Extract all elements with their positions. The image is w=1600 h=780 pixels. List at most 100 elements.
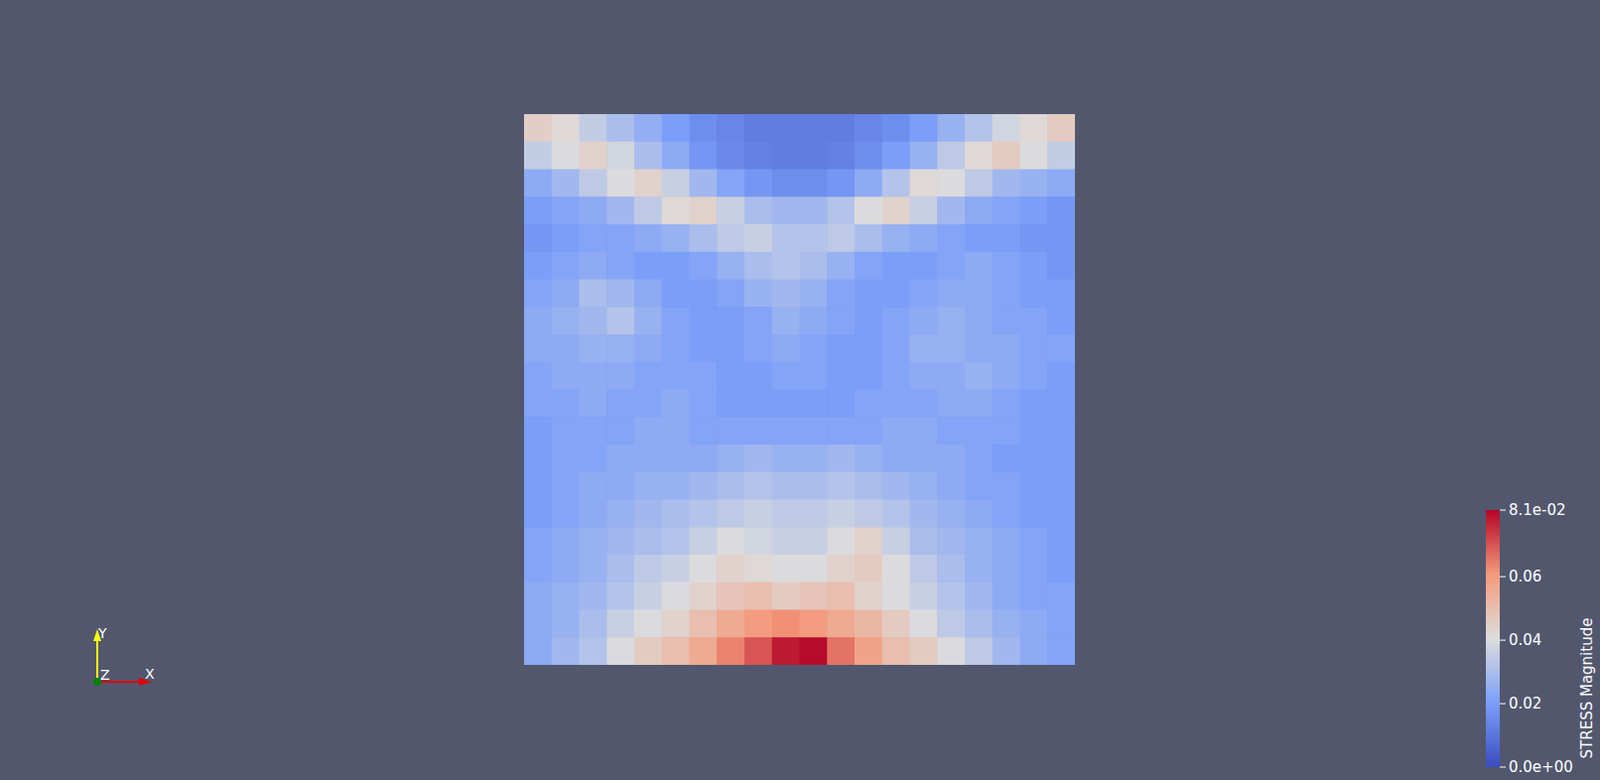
cell: [800, 554, 828, 583]
cell: [936, 472, 965, 501]
cell: [854, 224, 883, 253]
colorbar: [1485, 510, 1500, 768]
cell: [992, 582, 1021, 611]
cell: [1047, 196, 1075, 225]
cell: [910, 416, 938, 445]
cell: [772, 252, 800, 280]
cell: [800, 334, 828, 363]
cell: [854, 252, 883, 280]
cell: [992, 169, 1021, 198]
cell: [1020, 444, 1049, 473]
cell: [1047, 472, 1075, 501]
cell: [882, 444, 911, 473]
cell: [662, 196, 690, 225]
cell: [606, 334, 635, 363]
cell: [854, 444, 883, 473]
cell: [716, 196, 745, 225]
cell: [1047, 141, 1075, 170]
cell: [524, 114, 552, 142]
cell: [716, 527, 745, 555]
cell: [772, 169, 800, 198]
cell: [1047, 362, 1075, 391]
cell: [716, 416, 745, 445]
cell: [800, 362, 828, 391]
cell: [579, 610, 608, 639]
cell: [606, 554, 635, 583]
cell: [826, 279, 855, 308]
cell: [826, 416, 855, 445]
cell: [634, 527, 663, 555]
cell: [579, 444, 608, 473]
cell: [551, 500, 580, 529]
cell: [1047, 306, 1075, 335]
cell: [910, 444, 938, 473]
cell: [1047, 416, 1075, 445]
cell: [1020, 169, 1049, 198]
colorbar-tick-label: 8.1e-02: [1508, 501, 1567, 520]
cell: [606, 416, 635, 445]
cell: [964, 472, 993, 501]
cell: [606, 362, 635, 391]
cell: [634, 279, 663, 308]
cell: [606, 527, 635, 555]
cell: [772, 527, 800, 555]
cell: [826, 610, 855, 639]
cell: [744, 416, 773, 445]
cell: [716, 610, 745, 639]
cell: [1020, 527, 1049, 555]
cell: [936, 527, 965, 555]
cell: [936, 554, 965, 583]
cell: [826, 334, 855, 363]
cell: [1020, 416, 1049, 445]
cell: [882, 334, 911, 363]
cell: [936, 390, 965, 418]
cell: [662, 306, 690, 335]
cell: [524, 610, 552, 639]
cell: [662, 527, 690, 555]
cell: [634, 637, 663, 666]
cell: [936, 252, 965, 280]
cell: [662, 362, 690, 391]
cell: [716, 554, 745, 583]
cell: [772, 141, 800, 170]
cell: [689, 390, 718, 418]
cell: [1020, 114, 1049, 142]
cell: [772, 306, 800, 335]
cell: [882, 637, 911, 666]
cell: [551, 224, 580, 253]
field: [524, 114, 1075, 666]
cell: [882, 610, 911, 639]
cell: [1047, 390, 1075, 418]
cell: [936, 500, 965, 529]
cell: [992, 362, 1021, 391]
cell: [662, 444, 690, 473]
cell: [992, 444, 1021, 473]
cell: [964, 444, 993, 473]
cell: [551, 637, 580, 666]
cell: [689, 252, 718, 280]
cell: [964, 141, 993, 170]
colorbar-tick: [1499, 576, 1506, 578]
cell: [551, 169, 580, 198]
cell: [964, 114, 993, 142]
cell: [524, 196, 552, 225]
cell: [634, 390, 663, 418]
cell: [800, 141, 828, 170]
cell: [579, 279, 608, 308]
cell: [910, 390, 938, 418]
cell: [744, 390, 773, 418]
cell: [551, 252, 580, 280]
cell: [579, 500, 608, 529]
cell: [716, 306, 745, 335]
cell: [1020, 252, 1049, 280]
colorbar-tick-label: 0.0e+00: [1508, 758, 1574, 777]
cell: [992, 224, 1021, 253]
cell: [689, 582, 718, 611]
cell: [964, 527, 993, 555]
cell: [524, 472, 552, 501]
cell: [524, 224, 552, 253]
cell: [716, 390, 745, 418]
cell: [964, 582, 993, 611]
cell: [882, 141, 911, 170]
cell: [1047, 610, 1075, 639]
